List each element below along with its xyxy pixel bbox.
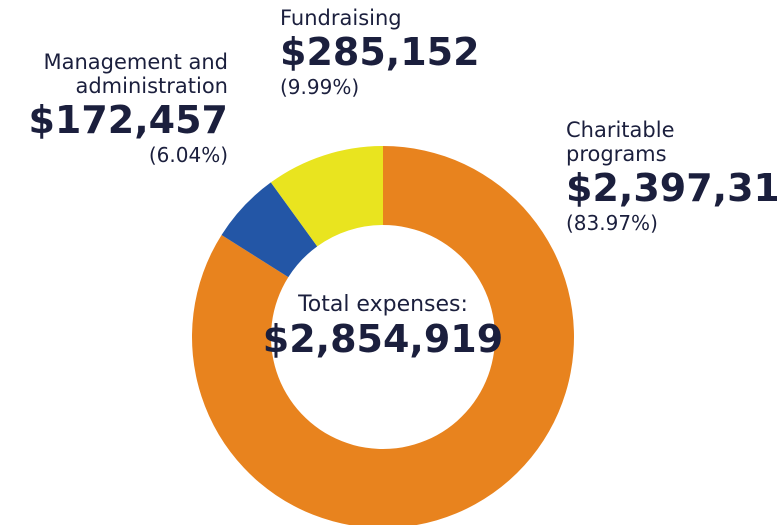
value-label: $285,152 [280,30,480,75]
label-block: Management and administration $172,457 (… [6,50,228,167]
percent-label: (6.04%) [148,142,228,167]
center-label: Total expenses: [298,292,468,317]
percent-label: (83.97%) [566,210,658,235]
value-label: $172,457 [28,98,228,143]
center-block: Total expenses: $2,854,919 [233,292,533,363]
category-label: Management and administration [43,50,228,99]
slice [270,146,383,247]
label-block: Fundraising $285,152 (9.99%) [280,6,540,99]
slice [192,146,574,525]
category-label: Charitable programs [566,118,675,167]
value-label: $2,397,310 [566,166,777,211]
label-block: Charitable programs $2,397,310 (83.97%) [566,118,777,235]
slice [221,182,318,278]
percent-label: (9.99%) [280,74,360,99]
total-label: $2,854,919 [262,317,504,362]
category-label: Fundraising [280,6,402,30]
